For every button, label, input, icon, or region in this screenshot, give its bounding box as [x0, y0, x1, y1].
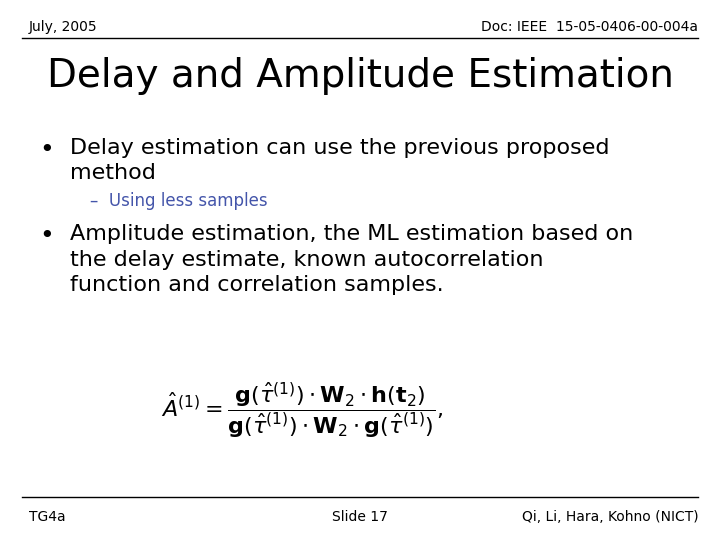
Text: Doc: IEEE  15-05-0406-00-004a: Doc: IEEE 15-05-0406-00-004a — [482, 20, 698, 34]
Text: $\hat{A}^{(1)} = \dfrac{\mathbf{g}(\hat{\tau}^{(1)}) \cdot \mathbf{W}_2 \cdot \m: $\hat{A}^{(1)} = \dfrac{\mathbf{g}(\hat{… — [161, 381, 444, 440]
Text: Amplitude estimation, the ML estimation based on
the delay estimate, known autoc: Amplitude estimation, the ML estimation … — [70, 224, 633, 295]
Text: Slide 17: Slide 17 — [332, 510, 388, 524]
Text: Delay and Amplitude Estimation: Delay and Amplitude Estimation — [47, 57, 673, 94]
Text: Qi, Li, Hara, Kohno (NICT): Qi, Li, Hara, Kohno (NICT) — [522, 510, 698, 524]
Text: •: • — [40, 138, 54, 161]
Text: TG4a: TG4a — [29, 510, 66, 524]
Text: Delay estimation can use the previous proposed
method: Delay estimation can use the previous pr… — [70, 138, 609, 183]
Text: –  Using less samples: – Using less samples — [90, 192, 268, 210]
Text: •: • — [40, 224, 54, 248]
Text: July, 2005: July, 2005 — [29, 20, 97, 34]
